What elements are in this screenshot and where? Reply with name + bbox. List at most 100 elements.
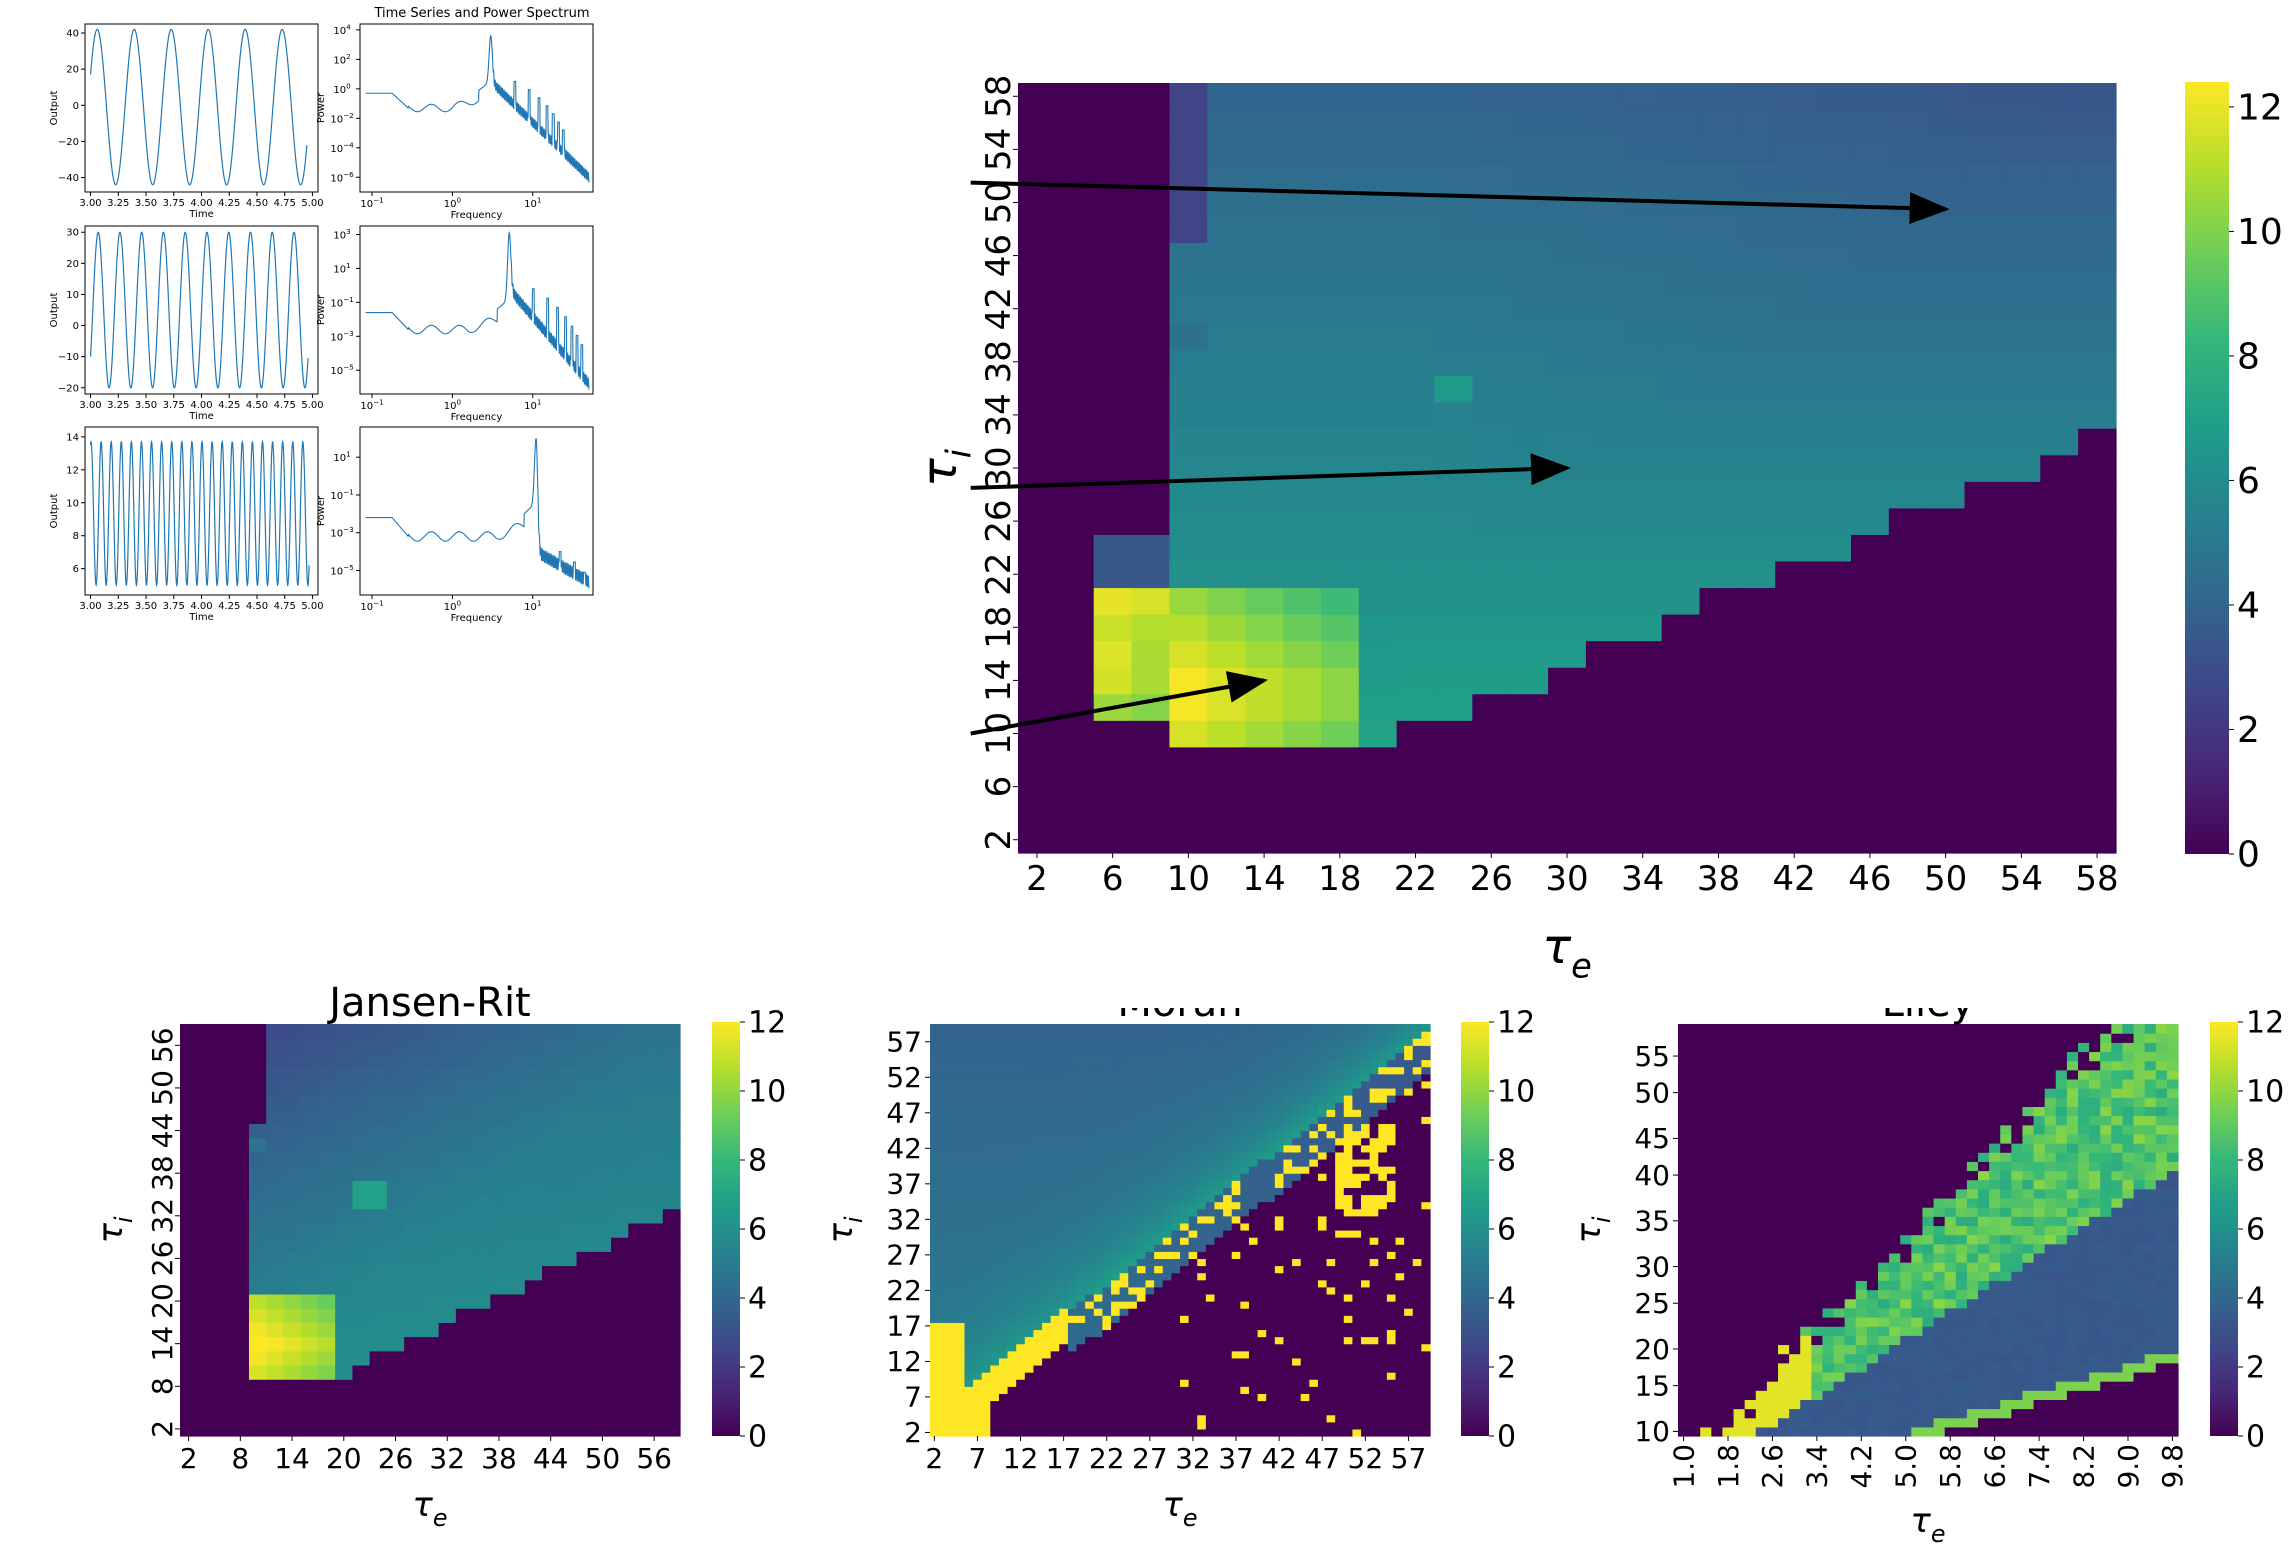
heatmap-cell <box>1231 1201 1241 1210</box>
heatmap-cell <box>1059 1272 1069 1281</box>
heatmap-cell <box>1033 1187 1043 1196</box>
heatmap-cell <box>930 1123 940 1132</box>
heatmap-cell <box>1214 1208 1224 1217</box>
heatmap-cell <box>1240 1251 1250 1260</box>
heatmap-cell <box>1171 1208 1181 1217</box>
heatmap-cell <box>981 1386 991 1394</box>
heatmap-cell <box>1024 1073 1035 1082</box>
heatmap-cell <box>490 1151 509 1167</box>
heatmap-cell <box>1154 1421 1164 1430</box>
heatmap-cell <box>1093 215 1133 243</box>
heatmap-cell <box>1154 1315 1164 1323</box>
heatmap-cell <box>1016 1293 1026 1302</box>
heatmap-cell <box>1352 1272 1362 1281</box>
heatmap-cell <box>964 1066 974 1075</box>
heatmap-cell <box>1207 348 1246 376</box>
heatmap-cell <box>1136 1166 1147 1174</box>
colorbar-tick-label: 4 <box>2237 586 2260 627</box>
heatmap-cell <box>938 1031 948 1039</box>
heatmap-cell <box>1050 1208 1060 1217</box>
heatmap-cell <box>576 1208 595 1224</box>
heatmap-cell <box>283 1222 302 1238</box>
power-spectrum-line <box>365 34 590 183</box>
x-axis-label: Frequency <box>451 412 503 423</box>
heatmap-cell <box>1358 242 1398 270</box>
heatmap-cell <box>998 1144 1009 1153</box>
heatmap-cell <box>1205 1343 1216 1352</box>
heatmap-cell <box>1024 1343 1035 1352</box>
heatmap-cell <box>283 1123 302 1139</box>
heatmap-cell <box>1292 1244 1302 1252</box>
heatmap-cell <box>964 1024 974 1032</box>
heatmap-cell <box>1033 1180 1043 1188</box>
heatmap-cell <box>1548 720 1587 748</box>
heatmap-cell <box>1274 1230 1285 1238</box>
heatmap-cell <box>1396 746 1436 774</box>
heatmap-cell <box>1016 1173 1026 1181</box>
heatmap-cell <box>1309 1059 1319 1068</box>
heatmap-cell <box>1076 1301 1086 1309</box>
heatmap-cell <box>421 1166 440 1181</box>
heatmap-cell <box>930 1137 940 1146</box>
heatmap-cell <box>981 1130 991 1139</box>
heatmap-cell <box>628 1166 647 1181</box>
heatmap-cell <box>1326 1379 1336 1387</box>
heatmap-cell <box>1111 1336 1121 1345</box>
heatmap-cell <box>369 1393 388 1409</box>
heatmap-cell <box>1661 162 1701 190</box>
heatmap-cell <box>1102 1301 1112 1309</box>
heatmap-cell <box>1131 242 1171 270</box>
heatmap-cell <box>938 1265 948 1274</box>
heatmap-cell <box>1472 746 1511 774</box>
heatmap-cell <box>1245 799 1284 828</box>
heatmap-cell <box>1699 534 1738 562</box>
heatmap-cell <box>645 1080 664 1096</box>
heatmap-cell <box>1317 1251 1328 1260</box>
heatmap-cell <box>1102 1095 1112 1103</box>
heatmap-cell <box>1154 1336 1164 1345</box>
heatmap-cell <box>1180 1357 1190 1366</box>
heatmap-cell <box>1205 1187 1216 1196</box>
heatmap-cell <box>947 1322 957 1331</box>
heatmap-cell <box>1042 1244 1052 1252</box>
heatmap-cell <box>1223 1315 1233 1323</box>
heatmap-cell <box>1093 1279 1104 1288</box>
heatmap-cell <box>1326 1258 1336 1267</box>
heatmap-cell <box>955 1393 966 1402</box>
heatmap-cell <box>1510 242 1549 270</box>
heatmap-cell <box>1274 1180 1285 1188</box>
heatmap-cell <box>662 1137 681 1153</box>
heatmap-cell <box>1119 1308 1129 1316</box>
heatmap-cell <box>542 1180 560 1196</box>
heatmap-cell <box>1343 1258 1354 1267</box>
heatmap-cell <box>1317 1144 1328 1153</box>
heatmap-cell <box>1093 1151 1104 1160</box>
heatmap-cell <box>1300 1073 1310 1082</box>
heatmap-cell <box>1136 1066 1147 1075</box>
heatmap-cell <box>1055 375 1095 403</box>
heatmap-cell <box>1300 1428 1310 1437</box>
heatmap-cell <box>1317 1123 1328 1132</box>
heatmap-cell <box>1245 321 1284 350</box>
heatmap-cell <box>1396 799 1436 828</box>
heatmap-cell <box>1188 1279 1198 1288</box>
heatmap-cell <box>1257 1428 1267 1437</box>
heatmap-cell <box>1085 1059 1095 1068</box>
heatmap-cell <box>1283 560 1322 589</box>
heatmap-cell <box>542 1123 560 1139</box>
heatmap-cell <box>998 1187 1009 1196</box>
heatmap-cell <box>1231 1222 1241 1231</box>
heatmap-cell <box>998 1272 1009 1281</box>
heatmap-cell <box>1119 1372 1129 1380</box>
heatmap-cell <box>1102 1251 1112 1260</box>
heatmap-cell <box>1059 1329 1069 1338</box>
heatmap-cell <box>1214 1045 1224 1054</box>
heatmap-cell <box>1136 1080 1147 1089</box>
heatmap-cell <box>1007 1421 1017 1430</box>
heatmap-cell <box>1188 1400 1198 1409</box>
heatmap-cell <box>1145 1286 1155 1295</box>
heatmap-cell <box>1111 1315 1121 1323</box>
heatmap-cell <box>1131 720 1171 748</box>
heatmap-cell <box>1033 1407 1043 1416</box>
